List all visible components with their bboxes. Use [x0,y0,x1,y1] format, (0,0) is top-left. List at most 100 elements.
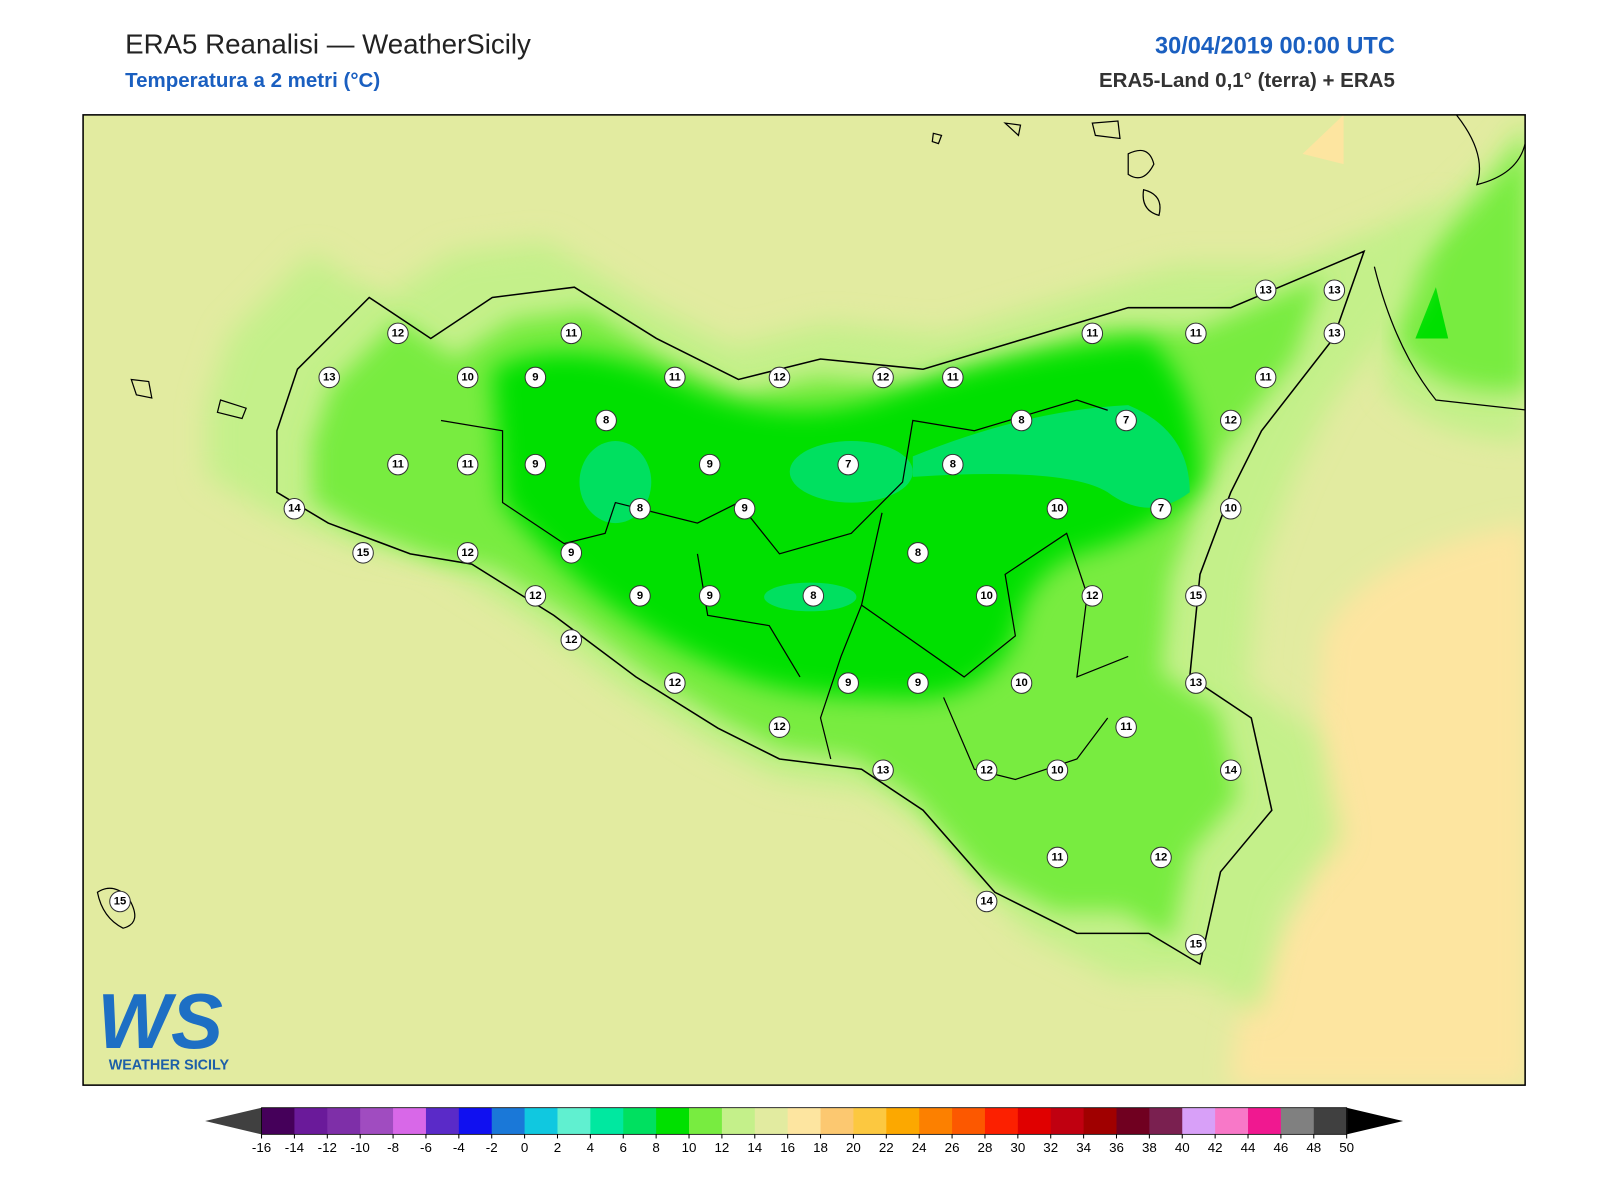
station-marker [1323,279,1346,302]
station-marker [768,716,791,738]
station-marker [975,585,998,607]
station: 9 [560,542,583,564]
station-marker [837,453,859,476]
colorbar-label: -10 [351,1140,370,1155]
station-value: 13 [323,371,336,383]
station-marker [1323,322,1346,345]
colorbar-label: -12 [318,1140,337,1155]
source: ERA5-Land 0,1° (terra) + ERA5 [1099,69,1395,92]
colorbar-box [590,1107,624,1135]
station-marker [387,453,409,476]
colorbar-label: 46 [1273,1140,1288,1155]
colorbar-box [1280,1107,1315,1135]
colorbar-box [886,1107,920,1135]
colorbar-box [1116,1107,1150,1135]
subtitle: Temperatura a 2 metri (°C) [125,69,380,92]
station-value: 8 [637,503,643,515]
colorbar-box [689,1107,723,1135]
station-marker [1150,846,1172,869]
station: 12 [1081,585,1104,607]
station-value: 13 [1328,284,1341,296]
station: 11 [1185,322,1207,345]
coastline [1455,114,1526,186]
colorbar-label: 12 [714,1140,729,1155]
band-8 [912,405,1190,508]
station: 9 [733,497,756,520]
station: 10 [1046,759,1069,782]
station-marker [837,672,859,694]
colorbar-box [261,1107,295,1135]
station: 11 [664,366,686,389]
station-marker [975,890,998,913]
map-frame [82,114,1526,1086]
colorbar-label: -6 [420,1140,432,1155]
logo: WS WEATHER SICILY [97,977,229,1074]
colorbar-label: 34 [1076,1140,1091,1155]
station-value: 13 [877,764,890,776]
colorbar-label: 24 [912,1140,927,1155]
station-marker [524,585,547,607]
colorbar-box [1182,1107,1216,1135]
colorbar-frame [261,1107,1348,1135]
colorbar-box [1248,1107,1282,1135]
colorbar-label: 40 [1175,1140,1190,1155]
station-value: 12 [529,590,542,602]
station-marker [109,890,131,913]
station-marker [802,585,825,607]
colorbar-box [721,1107,756,1135]
station-value: 9 [532,371,538,383]
station-value: 11 [392,459,404,471]
station: 11 [1046,846,1069,869]
station-marker [1185,585,1207,607]
station-value: 15 [114,896,127,908]
station: 13 [1323,279,1346,302]
station: 9 [837,672,859,694]
colorbar-label: 0 [521,1140,528,1155]
station: 15 [109,890,131,913]
station-marker [456,453,479,476]
station-marker [629,497,651,520]
logo-mark: WS [97,977,223,1065]
station: 7 [1115,409,1137,432]
station-marker [524,366,547,389]
station-value: 10 [1051,503,1064,515]
station: 12 [768,366,791,389]
station-value: 11 [1086,327,1098,339]
station-value: 9 [915,677,921,689]
colorbar-label: 42 [1208,1140,1223,1155]
station: 8 [942,453,964,476]
station-marker [1185,933,1207,956]
colorbar-box [1149,1107,1183,1135]
station-value: 12 [1086,590,1099,602]
colorbar-label: 10 [682,1140,697,1155]
station-marker [1220,497,1242,520]
colorbar-label: -4 [453,1140,465,1155]
station: 12 [524,585,547,607]
station-value: 10 [1225,503,1238,515]
colorbar-label: -2 [486,1140,498,1155]
colorbar-box [820,1107,854,1135]
station: 15 [1185,933,1207,956]
station: 8 [1010,409,1033,432]
station: 14 [1220,759,1242,782]
station: 13 [1185,672,1207,694]
station-marker [907,542,929,564]
map-area: 12 11 13 10 9 11 12 12 11 8 11 11 9 9 7 8 8 7 12 11 11 13 13 13… [83,114,1526,1086]
station-marker [1081,322,1104,345]
station-value: 15 [1190,939,1203,951]
colorbar-label: -14 [285,1140,305,1155]
station-marker [1081,585,1104,607]
colorbar-label: -16 [252,1140,271,1155]
station-value: 12 [392,327,405,339]
station: 8 [629,497,651,520]
colorbar-box [623,1107,657,1135]
colorbar-label: 8 [652,1140,659,1155]
station-marker [872,366,894,389]
station-value: 15 [357,547,370,559]
colorbar-box [491,1107,526,1135]
colorbar: -16 -14 -12 -10 -8 -6 -4 -2 0 2 4 6 8 10 12 14 16 18 20 22 2… [205,1107,1404,1155]
station-marker [1254,366,1277,389]
station: 9 [524,453,547,476]
colorbar-label: 50 [1339,1140,1354,1155]
station: 10 [1220,497,1242,520]
